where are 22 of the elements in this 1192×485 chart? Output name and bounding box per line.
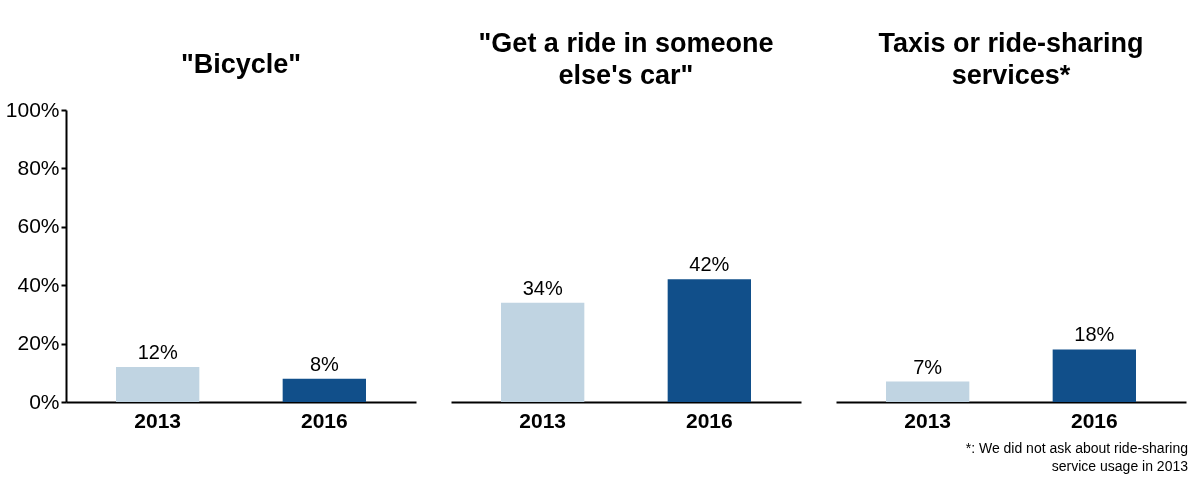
data-label: 18% <box>1074 323 1115 346</box>
x-tick-label: 2013 <box>134 408 182 432</box>
data-label: 42% <box>689 253 730 276</box>
x-tick-label: 2013 <box>519 408 567 432</box>
x-tick-label: 2013 <box>904 408 952 432</box>
x-tick-label: 2016 <box>685 408 733 432</box>
chart-title: "Get a ride in someone else's car" <box>478 28 774 90</box>
data-label: 7% <box>913 355 943 378</box>
chart-title: Taxis or ride-sharing services* <box>878 28 1144 90</box>
x-tick-label: 2016 <box>1070 408 1118 432</box>
y-tick-label: 20% <box>17 331 60 355</box>
data-label: 8% <box>309 352 339 375</box>
text: *: We did not ask about ride-sharing service usage in 2013 <box>965 440 1189 474</box>
y-tick-label: 100% <box>5 97 60 121</box>
y-tick-label: 80% <box>17 155 60 179</box>
y-tick-label: 60% <box>17 214 60 238</box>
data-label: 34% <box>522 276 563 299</box>
data-label: 12% <box>137 340 178 363</box>
x-tick-label: 2016 <box>300 408 348 432</box>
chart-title: "Bicycle" <box>180 49 302 79</box>
y-tick-label: 0% <box>29 389 60 413</box>
y-tick-label: 40% <box>17 272 60 296</box>
